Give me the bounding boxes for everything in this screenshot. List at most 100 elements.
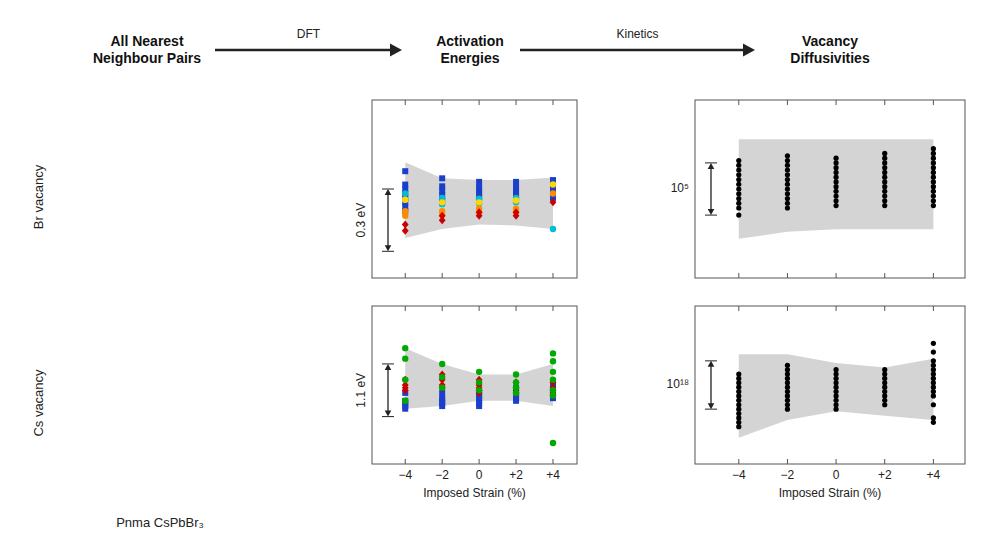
scale-arrow-head [708, 403, 715, 409]
data-point [736, 205, 741, 210]
range-band [405, 348, 553, 409]
data-point [402, 377, 408, 383]
plot-background [372, 306, 577, 464]
plot-frame [695, 100, 965, 278]
panel: 0.3 eV [354, 100, 577, 278]
data-point [931, 189, 936, 194]
data-point [833, 156, 838, 161]
scale-label: 1.1 eV [354, 373, 368, 408]
plot-frame [695, 306, 965, 464]
plot-background [695, 100, 965, 278]
x-tick-label: −2 [435, 468, 449, 482]
scale-cap [705, 409, 717, 410]
data-point [402, 376, 409, 384]
data-point [785, 201, 790, 206]
data-point [931, 194, 936, 199]
data-point [439, 384, 445, 390]
scale-cap [382, 189, 394, 190]
data-point [785, 196, 790, 201]
data-point [513, 197, 519, 203]
data-point [550, 377, 556, 383]
data-point [550, 181, 556, 187]
data-point [550, 182, 556, 188]
data-point [402, 190, 408, 196]
x-tick [787, 459, 788, 464]
data-point [476, 369, 482, 375]
range-band [739, 139, 934, 239]
x-tick-label: 0 [833, 468, 840, 482]
data-point [882, 160, 887, 165]
data-point [785, 186, 790, 191]
data-point [785, 172, 790, 177]
data-point [513, 179, 519, 185]
footer-label: Pnma CsPbBr₃ [116, 515, 204, 530]
x-tick-top [479, 100, 480, 105]
data-point [931, 349, 936, 354]
data-point [882, 175, 887, 180]
x-tick-label: −4 [732, 468, 746, 482]
data-point [550, 198, 557, 206]
data-point [513, 389, 520, 397]
x-tick [479, 273, 480, 278]
data-point [402, 355, 408, 361]
x-tick [405, 459, 406, 464]
plot-marks [736, 341, 936, 438]
data-point [882, 170, 887, 175]
x-tick [933, 459, 934, 464]
data-point [439, 175, 445, 181]
data-point [882, 179, 887, 184]
data-point [402, 398, 408, 404]
x-tick-top [884, 100, 885, 105]
x-tick [836, 273, 837, 278]
data-point [833, 179, 838, 184]
scale-arrow [710, 366, 711, 404]
scale-bar: 10⁵ [671, 163, 717, 215]
data-point [439, 403, 445, 409]
scale-arrow-head [385, 245, 392, 251]
data-point [402, 213, 408, 219]
scale-arrow-head [708, 163, 715, 169]
x-tick-top [516, 306, 517, 311]
scale-cap [705, 360, 717, 361]
scale-arrow-head [385, 364, 392, 370]
data-point [550, 226, 556, 232]
data-point [513, 390, 519, 396]
x-tick-label: +2 [878, 468, 892, 482]
scale-arrow-head [708, 209, 715, 215]
data-point [785, 182, 790, 187]
x-tick [884, 459, 885, 464]
x-tick-label: 0 [476, 468, 483, 482]
plot-frame [372, 306, 577, 464]
flow-arrow-head [390, 43, 402, 56]
x-tick [738, 459, 739, 464]
scale-arrow [387, 369, 388, 412]
flow-label: Kinetics [616, 27, 658, 41]
x-tick-top [479, 306, 480, 311]
data-point [439, 374, 445, 380]
scale-label: 0.3 eV [354, 203, 368, 238]
x-tick-top [442, 306, 443, 311]
data-point [833, 189, 838, 194]
data-point [785, 167, 790, 172]
x-tick-top [516, 100, 517, 105]
x-tick [933, 273, 934, 278]
data-point [513, 212, 520, 220]
data-point [736, 172, 741, 177]
data-point [931, 175, 936, 180]
x-tick [442, 459, 443, 464]
scale-bar: 0.3 eV [354, 189, 394, 251]
data-point [476, 387, 482, 393]
plot-marks [402, 162, 557, 238]
x-tick-label: +2 [509, 468, 523, 482]
data-point [931, 198, 936, 203]
x-tick [738, 273, 739, 278]
data-point [550, 358, 556, 364]
data-point [833, 203, 838, 208]
data-point [833, 160, 838, 165]
data-point [931, 203, 936, 208]
x-tick-top [552, 100, 553, 105]
row-label: Br vacancy [31, 164, 46, 229]
panel: 10⁵ [671, 100, 965, 278]
x-tick-label: −2 [781, 468, 795, 482]
data-point [736, 177, 741, 182]
